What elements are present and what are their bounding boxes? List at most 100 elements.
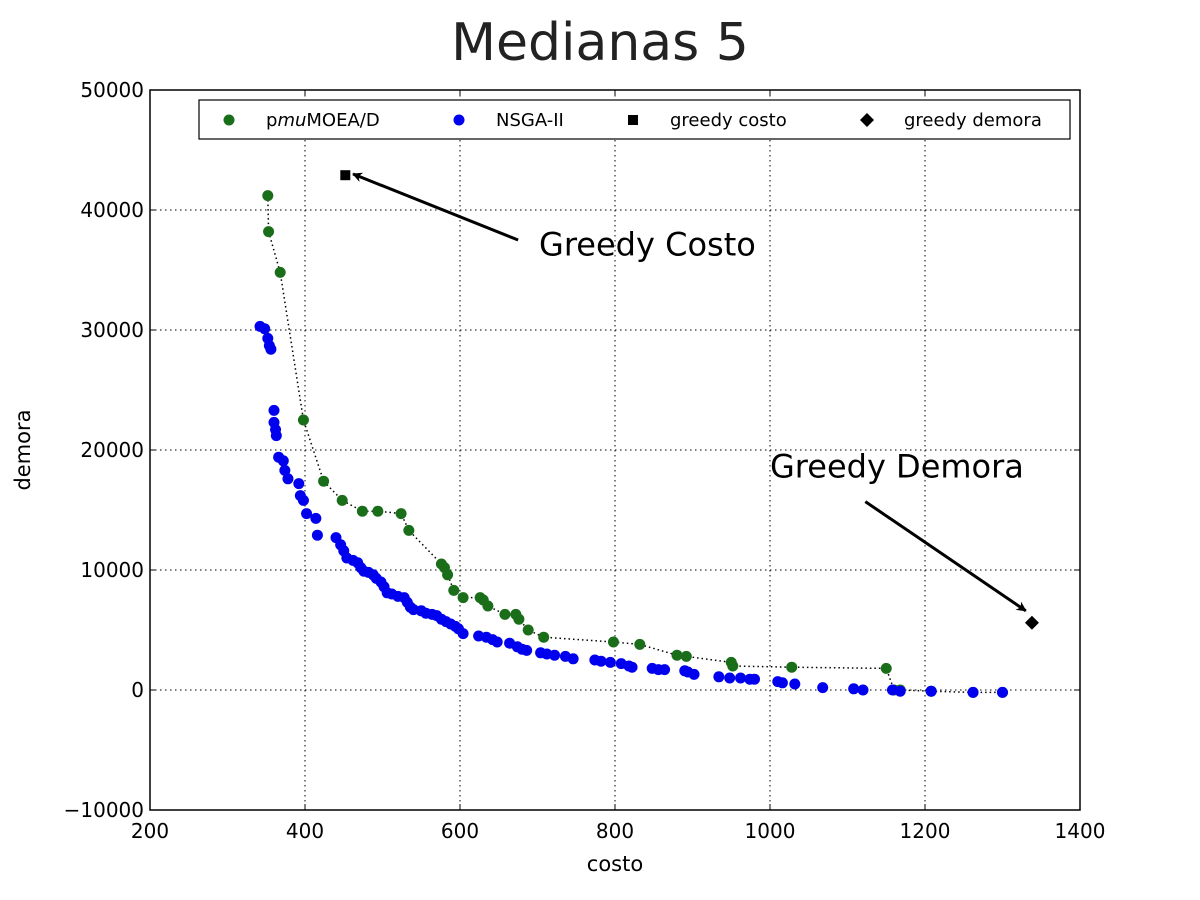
pmumoea-d-point (786, 661, 798, 673)
greedy-costo-arrow (352, 172, 519, 242)
nsga-ii-point (604, 656, 616, 668)
pmumoea-d-point (356, 505, 368, 517)
x-axis-label: costo (587, 852, 643, 876)
pmumoea-d-point (671, 649, 683, 661)
x-tick-label: 1400 (1055, 819, 1106, 843)
pmumoea-d-point (727, 660, 739, 672)
nsga-ii-point (297, 494, 309, 506)
y-tick-label: 10000 (80, 558, 144, 582)
nsga-ii-point (967, 686, 979, 698)
nsga-ii-legend-marker (453, 114, 465, 126)
y-tick-label: 20000 (80, 438, 144, 462)
greedy-demora-point (1024, 615, 1039, 630)
nsga-ii-point (724, 672, 736, 684)
pmumoea-d-point (403, 524, 415, 536)
nsga-ii-point (268, 404, 280, 416)
nsga-ii-point (491, 636, 503, 648)
nsga-ii-point (857, 684, 869, 696)
data-points (254, 170, 1039, 698)
pmumoea-d-point (372, 505, 384, 517)
pmumoea-d-point (634, 638, 646, 650)
legend-label-part: MOEA/D (306, 110, 379, 131)
pmumoea-d-point (607, 636, 619, 648)
nsga-ii-point (282, 473, 294, 485)
greedy-costo-legend-label: greedy costo (670, 110, 787, 131)
nsga-ii-point (521, 644, 533, 656)
pmumoea-d-point (680, 650, 692, 662)
greedy-costo-point (340, 170, 351, 181)
greedy-demora-legend-label: greedy demora (904, 110, 1042, 131)
nsga-ii-point (301, 508, 313, 520)
nsga-ii-point (626, 661, 638, 673)
pmumoea-d-point (448, 584, 460, 596)
pmumoea-d-line (267, 195, 1003, 694)
greedy-costo-annotation: Greedy Costo (539, 226, 756, 264)
nsga-ii-point (259, 323, 271, 335)
pmumoea-d-point (297, 414, 309, 426)
pmumoea-d-point (538, 631, 550, 643)
x-tick-label: 1000 (745, 819, 796, 843)
pmumoea-d-point (513, 613, 525, 625)
pmumoea-d-point (336, 494, 348, 506)
y-axis-label: demora (11, 409, 35, 490)
nsga-ii-point (310, 512, 322, 524)
legend-label-part: p (266, 110, 277, 131)
pmumoea-d-point (482, 600, 494, 612)
nsga-ii-point (279, 464, 291, 476)
nsga-ii-point (713, 671, 725, 683)
series-lines (267, 195, 1003, 694)
nsga-ii-point (293, 478, 305, 490)
nsga-ii-point (817, 682, 829, 694)
y-tick-label: 0 (131, 678, 144, 702)
legend: pmuMOEA/D NSGA-II greedy costo greedy demor… (198, 99, 1071, 140)
y-tick-label: 40000 (80, 198, 144, 222)
nsga-ii-point (265, 343, 277, 355)
nsga-ii-point (311, 529, 323, 541)
nsga-ii-point (277, 455, 289, 467)
greedy-demora-arrow (864, 500, 1027, 613)
legend-label-part: mu (277, 110, 306, 131)
pmumoea-d-point (880, 662, 892, 674)
pmumoea-d-legend-label: pmuMOEA/D (266, 110, 380, 131)
pmumoea-d-point (263, 226, 275, 238)
pmumoea-d-legend-marker (223, 114, 235, 126)
nsga-ii-point (776, 677, 788, 689)
nsga-ii-point (848, 683, 860, 695)
x-tick-label: 600 (441, 819, 479, 843)
nsga-ii-point (789, 678, 801, 690)
x-tick-label: 200 (131, 819, 169, 843)
chart-title: Medianas 5 (451, 13, 749, 73)
pmumoea-d-point (318, 475, 330, 487)
nsga-ii-point (595, 655, 607, 667)
nsga-ii-point (549, 649, 561, 661)
nsga-ii-point (735, 672, 747, 684)
y-tick-label: −10000 (64, 798, 144, 822)
annotations: Greedy Costo Greedy Demora (352, 172, 1027, 613)
y-tick-label: 50000 (80, 78, 144, 102)
nsga-ii-point (270, 430, 282, 442)
x-tick-label: 800 (596, 819, 634, 843)
pmumoea-d-point (395, 508, 407, 520)
nsga-ii-legend-label: NSGA-II (496, 110, 564, 131)
nsga-ii-point (688, 668, 700, 680)
pmumoea-d-point (499, 608, 511, 620)
nsga-ii-point (457, 628, 469, 640)
nsga-ii-point (894, 685, 906, 697)
pmumoea-d-point (457, 592, 469, 604)
x-tick-label: 400 (286, 819, 324, 843)
y-tick-label: 30000 (80, 318, 144, 342)
nsga-ii-point (997, 686, 1008, 698)
nsga-ii-point (749, 673, 760, 685)
pmumoea-d-point (442, 569, 454, 581)
axis-ticks: 200 400 600 800 1000 1200 1400 −10000 0 10000 2000… (64, 78, 1106, 843)
pmumoea-d-point (274, 266, 286, 278)
greedy-demora-legend-marker (860, 113, 874, 127)
pmumoea-d-point (522, 624, 534, 636)
nsga-ii-point (567, 653, 579, 665)
greedy-demora-annotation: Greedy Demora (770, 448, 1024, 486)
greedy-costo-legend-marker (628, 115, 638, 125)
nsga-ii-point (925, 685, 937, 697)
x-tick-label: 1200 (900, 819, 951, 843)
grid (150, 90, 1080, 810)
